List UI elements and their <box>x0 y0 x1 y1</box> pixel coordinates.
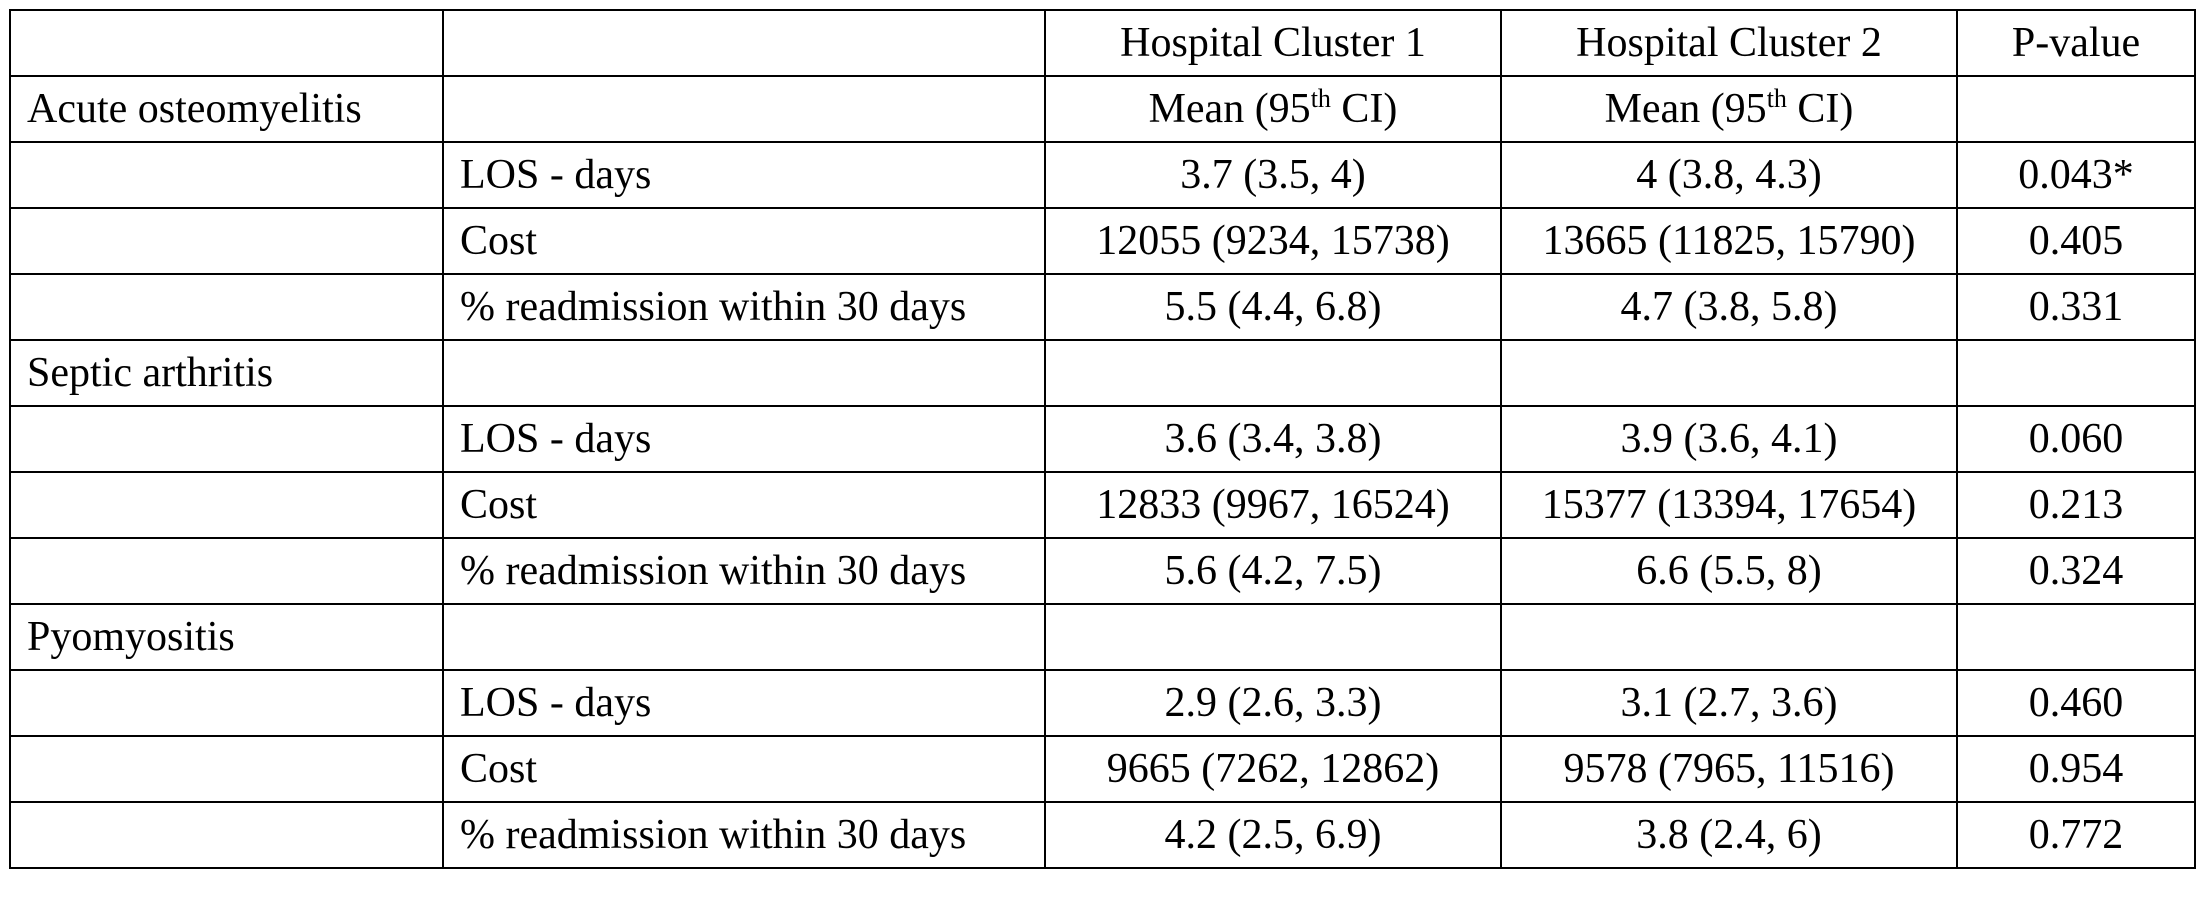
results-table: Hospital Cluster 1 Hospital Cluster 2 P-… <box>9 9 2196 869</box>
cluster2-value: 3.1 (2.7, 3.6) <box>1500 669 1958 737</box>
cluster2-value: 4.7 (3.8, 5.8) <box>1500 273 1958 341</box>
empty-cell <box>9 207 444 275</box>
table-row: LOS - days 2.9 (2.6, 3.3) 3.1 (2.7, 3.6)… <box>9 669 2196 737</box>
mean-ci-subheader: Mean (95th CI) <box>1044 75 1502 143</box>
mean-ci-suffix: CI) <box>1786 86 1854 132</box>
empty-cell <box>9 405 444 473</box>
header-cluster2: Hospital Cluster 2 <box>1500 9 1958 77</box>
empty-cell <box>442 339 1046 407</box>
cluster1-value: 3.6 (3.4, 3.8) <box>1044 405 1502 473</box>
cluster1-value: 4.2 (2.5, 6.9) <box>1044 801 1502 869</box>
p-value: 0.954 <box>1956 735 2196 803</box>
empty-cell <box>1044 603 1502 671</box>
measure-label: Cost <box>442 471 1046 539</box>
mean-ci-sup: th <box>1310 84 1331 113</box>
header-pvalue: P-value <box>1956 9 2196 77</box>
empty-cell <box>1956 339 2196 407</box>
header-cell-blank-2 <box>442 9 1046 77</box>
empty-cell <box>1500 603 1958 671</box>
cluster1-value: 2.9 (2.6, 3.3) <box>1044 669 1502 737</box>
cluster2-value: 9578 (7965, 11516) <box>1500 735 1958 803</box>
empty-cell <box>1044 339 1502 407</box>
group-row: Septic arthritis <box>9 339 2196 407</box>
p-value: 0.331 <box>1956 273 2196 341</box>
mean-ci-prefix: Mean (95 <box>1604 86 1767 132</box>
cluster1-value: 12833 (9967, 16524) <box>1044 471 1502 539</box>
table-row: LOS - days 3.6 (3.4, 3.8) 3.9 (3.6, 4.1)… <box>9 405 2196 473</box>
group-name: Septic arthritis <box>9 339 444 407</box>
cluster1-value: 12055 (9234, 15738) <box>1044 207 1502 275</box>
table-row: Cost 9665 (7262, 12862) 9578 (7965, 1151… <box>9 735 2196 803</box>
table-row: Cost 12833 (9967, 16524) 15377 (13394, 1… <box>9 471 2196 539</box>
mean-ci-subheader: Mean (95th CI) <box>1500 75 1958 143</box>
empty-cell <box>1956 75 2196 143</box>
empty-cell <box>442 603 1046 671</box>
header-cell-blank-1 <box>9 9 444 77</box>
cluster2-value: 6.6 (5.5, 8) <box>1500 537 1958 605</box>
measure-label: % readmission within 30 days <box>442 273 1046 341</box>
cluster2-value: 15377 (13394, 17654) <box>1500 471 1958 539</box>
empty-cell <box>9 537 444 605</box>
p-value: 0.324 <box>1956 537 2196 605</box>
group-row: Acute osteomyelitis Mean (95th CI) Mean … <box>9 75 2196 143</box>
cluster2-value: 3.8 (2.4, 6) <box>1500 801 1958 869</box>
empty-cell <box>1500 339 1958 407</box>
measure-label: LOS - days <box>442 141 1046 209</box>
empty-cell <box>9 669 444 737</box>
cluster2-value: 4 (3.8, 4.3) <box>1500 141 1958 209</box>
empty-cell <box>442 75 1046 143</box>
empty-cell <box>9 801 444 869</box>
header-cluster1: Hospital Cluster 1 <box>1044 9 1502 77</box>
empty-cell <box>9 471 444 539</box>
table-row: % readmission within 30 days 4.2 (2.5, 6… <box>9 801 2196 869</box>
header-row: Hospital Cluster 1 Hospital Cluster 2 P-… <box>9 9 2196 77</box>
empty-cell <box>9 735 444 803</box>
table-row: LOS - days 3.7 (3.5, 4) 4 (3.8, 4.3) 0.0… <box>9 141 2196 209</box>
empty-cell <box>1956 603 2196 671</box>
measure-label: Cost <box>442 207 1046 275</box>
mean-ci-prefix: Mean (95 <box>1148 86 1311 132</box>
cluster2-value: 3.9 (3.6, 4.1) <box>1500 405 1958 473</box>
group-row: Pyomyositis <box>9 603 2196 671</box>
p-value: 0.460 <box>1956 669 2196 737</box>
group-name: Pyomyositis <box>9 603 444 671</box>
measure-label: Cost <box>442 735 1046 803</box>
measure-label: LOS - days <box>442 405 1046 473</box>
measure-label: LOS - days <box>442 669 1046 737</box>
table-row: % readmission within 30 days 5.6 (4.2, 7… <box>9 537 2196 605</box>
group-name: Acute osteomyelitis <box>9 75 444 143</box>
p-value: 0.060 <box>1956 405 2196 473</box>
measure-label: % readmission within 30 days <box>442 537 1046 605</box>
empty-cell <box>9 273 444 341</box>
mean-ci-suffix: CI) <box>1330 86 1398 132</box>
p-value: 0.405 <box>1956 207 2196 275</box>
measure-label: % readmission within 30 days <box>442 801 1046 869</box>
cluster2-value: 13665 (11825, 15790) <box>1500 207 1958 275</box>
table-row: % readmission within 30 days 5.5 (4.4, 6… <box>9 273 2196 341</box>
mean-ci-sup: th <box>1766 84 1787 113</box>
p-value: 0.213 <box>1956 471 2196 539</box>
cluster1-value: 5.6 (4.2, 7.5) <box>1044 537 1502 605</box>
cluster1-value: 9665 (7262, 12862) <box>1044 735 1502 803</box>
empty-cell <box>9 141 444 209</box>
p-value: 0.772 <box>1956 801 2196 869</box>
p-value: 0.043* <box>1956 141 2196 209</box>
table-row: Cost 12055 (9234, 15738) 13665 (11825, 1… <box>9 207 2196 275</box>
cluster1-value: 3.7 (3.5, 4) <box>1044 141 1502 209</box>
cluster1-value: 5.5 (4.4, 6.8) <box>1044 273 1502 341</box>
